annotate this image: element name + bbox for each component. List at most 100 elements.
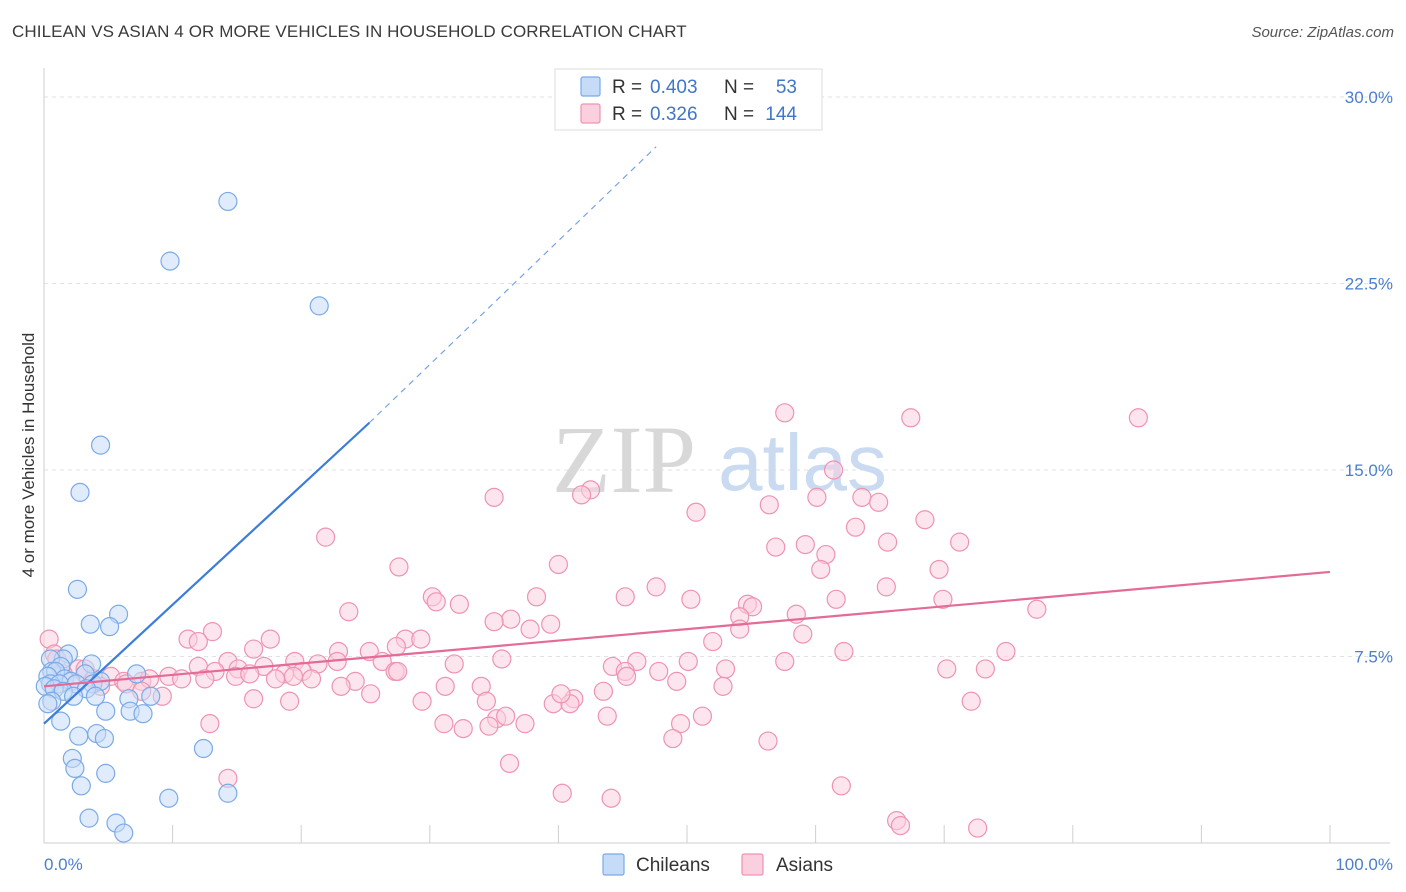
data-point	[715, 659, 736, 679]
data-point	[950, 532, 970, 552]
data-point	[937, 659, 957, 679]
series-chileans	[35, 191, 329, 843]
legend-n-label: N =	[724, 104, 754, 125]
data-point	[492, 649, 512, 669]
data-point	[852, 487, 872, 507]
data-point	[218, 191, 238, 212]
legend-swatch	[580, 103, 601, 124]
chart-source: Source: ZipAtlas.com	[1251, 24, 1394, 41]
legend: R = 0.403 N = 53 R = 0.326 N = 144	[554, 68, 823, 131]
data-points	[35, 191, 1148, 843]
data-point	[69, 726, 89, 746]
data-point	[361, 684, 381, 704]
legend-r-label: R =	[612, 77, 642, 98]
data-point	[834, 641, 854, 662]
data-point	[386, 636, 406, 657]
data-point	[1128, 408, 1148, 428]
data-point	[218, 783, 238, 803]
data-point	[811, 559, 831, 580]
legend-r-value: 0.326	[650, 104, 698, 125]
data-point	[975, 659, 995, 679]
data-point	[824, 460, 844, 480]
bottom-legend-label: Asians	[776, 855, 833, 876]
data-point	[616, 666, 637, 686]
data-point	[435, 676, 455, 696]
data-point	[80, 614, 100, 634]
data-point	[389, 557, 409, 577]
data-point	[876, 577, 896, 597]
data-point	[444, 654, 464, 674]
data-point	[85, 686, 106, 706]
bottom-legend-swatch	[741, 853, 764, 876]
data-point	[316, 527, 336, 547]
data-point	[67, 579, 88, 599]
data-point	[476, 691, 496, 711]
data-point	[496, 706, 516, 726]
data-point	[79, 808, 99, 828]
data-point	[663, 728, 683, 749]
data-point	[99, 617, 120, 637]
data-point	[51, 711, 71, 731]
data-point	[94, 728, 115, 749]
data-point	[526, 587, 547, 607]
data-point	[915, 510, 935, 530]
data-point	[160, 251, 180, 271]
data-point	[484, 487, 504, 507]
data-point	[244, 689, 264, 709]
data-point	[484, 612, 504, 632]
data-point	[126, 664, 147, 684]
data-point	[453, 719, 473, 739]
data-point	[667, 671, 687, 691]
data-point	[686, 502, 706, 522]
trend-line-extension	[368, 146, 657, 424]
data-point	[515, 714, 535, 734]
data-point	[758, 731, 778, 751]
data-point	[878, 532, 898, 552]
bottom-legend-label: Chileans	[636, 855, 710, 876]
legend-n-value: 53	[776, 77, 797, 98]
data-point	[601, 788, 621, 808]
data-point	[339, 602, 359, 622]
data-point	[283, 666, 304, 686]
data-point	[200, 714, 220, 734]
data-point	[692, 706, 713, 726]
data-point	[831, 776, 851, 796]
data-point	[65, 758, 85, 779]
data-point	[807, 487, 827, 507]
data-point	[388, 661, 408, 682]
data-point	[499, 753, 520, 774]
trend-lines	[43, 146, 1331, 725]
grid-lines	[44, 96, 1390, 657]
data-point	[869, 492, 889, 512]
data-point	[649, 661, 669, 682]
bottom-legend: Chileans Asians	[602, 853, 833, 876]
data-point	[901, 408, 921, 428]
data-point	[759, 495, 779, 515]
data-point	[159, 788, 179, 808]
data-point	[133, 704, 153, 724]
data-point	[479, 716, 499, 736]
y-tick-label: 15.0%	[1345, 461, 1393, 480]
data-point	[670, 714, 691, 734]
data-point	[703, 631, 723, 652]
data-point	[260, 629, 280, 649]
data-point	[548, 554, 569, 575]
data-point	[141, 686, 161, 706]
data-point	[309, 296, 329, 316]
y-tick-label: 22.5%	[1345, 275, 1393, 294]
data-point	[996, 641, 1016, 662]
data-point	[96, 763, 116, 783]
data-point	[193, 738, 214, 759]
data-point	[826, 589, 846, 609]
trend-line-chileans	[43, 421, 371, 725]
axes: 7.5% 15.0% 22.5% 30.0% 0.0% 100.0% 4 or more V…	[19, 68, 1393, 874]
data-point	[38, 694, 58, 714]
data-point	[411, 629, 431, 649]
data-point	[195, 669, 215, 689]
data-point	[890, 815, 911, 836]
data-point	[766, 537, 786, 557]
data-point	[265, 669, 286, 689]
data-point	[968, 818, 988, 838]
data-point	[331, 676, 351, 696]
data-point	[202, 622, 223, 642]
